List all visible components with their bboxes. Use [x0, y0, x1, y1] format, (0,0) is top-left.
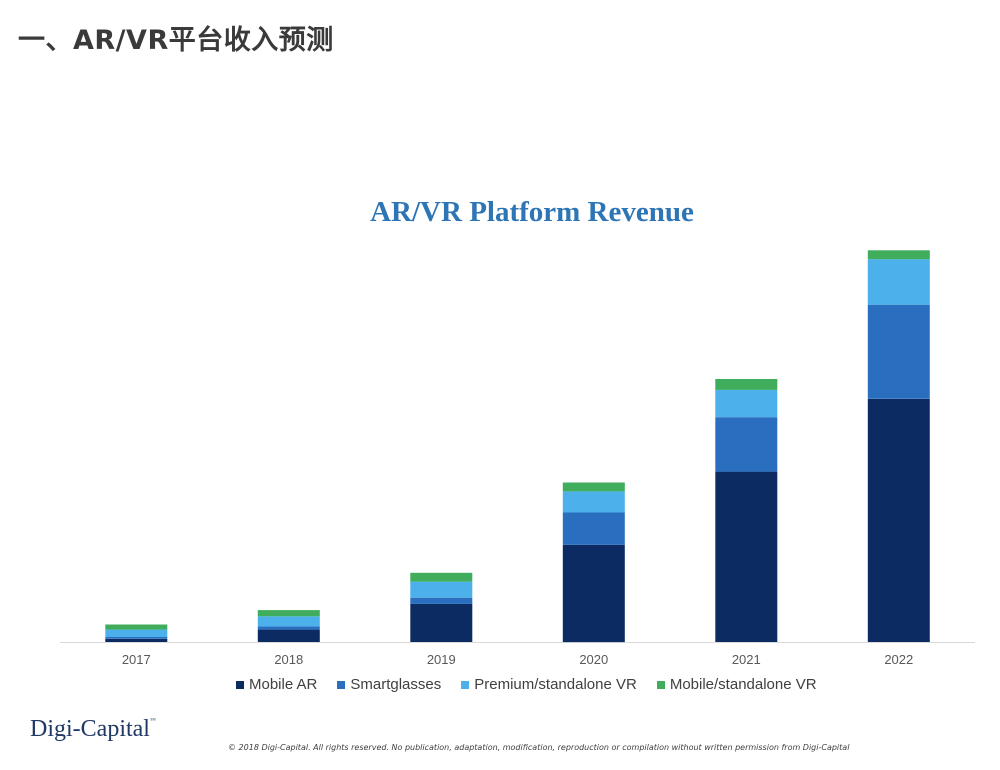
x-tick-label-2021: 2021	[732, 652, 761, 667]
copyright-notice: © 2018 Digi-Capital. All rights reserved…	[228, 743, 850, 752]
x-tick-label-2022: 2022	[884, 652, 913, 667]
bar-segment-premium-standalone-vr-2022	[867, 259, 930, 305]
chart-title: AR/VR Platform Revenue	[370, 196, 694, 228]
bar-segment-smartglasses-2018	[257, 626, 320, 630]
legend-swatch-premium-standalone-vr	[461, 680, 470, 689]
x-tick-label-2018: 2018	[274, 652, 303, 667]
x-tick-label-2020: 2020	[579, 652, 608, 667]
chart-legend: Mobile AR Smartglasses Premium/standalone …	[236, 676, 817, 693]
trademark-mark: ™	[149, 718, 156, 724]
bar-segment-mobile-standalone-vr-2021	[715, 379, 778, 390]
bar-segment-premium-standalone-vr-2019	[410, 581, 473, 598]
legend-swatch-smartglasses	[337, 680, 346, 689]
x-tick-label-2019: 2019	[427, 652, 456, 667]
bar-segment-premium-standalone-vr-2018	[257, 616, 320, 627]
bar-segment-smartglasses-2019	[410, 597, 473, 604]
bar-segment-premium-standalone-vr-2020	[562, 491, 625, 513]
bar-segment-mobile-standalone-vr-2017	[105, 624, 168, 630]
legend-swatch-mobile-standalone-vr	[656, 680, 665, 689]
legend-label-mobile-standalone-vr: Mobile/standalone VR	[669, 676, 817, 693]
legend-label-smartglasses: Smartglasses	[350, 676, 442, 693]
bar-segment-smartglasses-2022	[867, 304, 930, 399]
legend-item-mobile-ar: Mobile AR	[236, 676, 317, 693]
x-tick-label-2017: 2017	[122, 652, 151, 667]
bar-segment-premium-standalone-vr-2017	[105, 629, 168, 637]
bar-segment-mobile-standalone-vr-2020	[562, 482, 625, 492]
bar-segment-mobile-ar-2018	[257, 629, 320, 642]
bar-segment-smartglasses-2021	[715, 417, 778, 472]
digi-capital-logo: Digi-Capital™	[30, 716, 156, 743]
bar-segment-mobile-standalone-vr-2019	[410, 572, 473, 582]
legend-item-premium-standalone-vr: Premium/standalone VR	[461, 676, 637, 693]
legend-item-smartglasses: Smartglasses	[337, 676, 441, 693]
bar-segment-premium-standalone-vr-2021	[715, 389, 778, 418]
bar-segment-mobile-ar-2021	[715, 471, 778, 642]
legend-item-mobile-standalone-vr: Mobile/standalone VR	[656, 676, 817, 693]
bar-segment-mobile-ar-2020	[562, 544, 625, 643]
legend-label-premium-standalone-vr: Premium/standalone VR	[474, 676, 637, 693]
bar-segment-mobile-standalone-vr-2018	[257, 610, 320, 617]
legend-label-mobile-ar: Mobile AR	[249, 676, 318, 693]
bar-segment-mobile-ar-2017	[105, 638, 168, 642]
bar-segment-mobile-standalone-vr-2022	[867, 250, 930, 260]
slide-heading: 一、AR/VR平台收入预测	[18, 25, 334, 56]
bar-segment-mobile-ar-2019	[410, 603, 473, 642]
logo-text: Digi-Capital	[30, 716, 150, 742]
bar-segment-smartglasses-2020	[562, 512, 625, 545]
bar-segment-mobile-ar-2022	[867, 398, 930, 642]
legend-swatch-mobile-ar	[236, 680, 244, 689]
bar-segment-smartglasses-2017	[105, 636, 168, 639]
